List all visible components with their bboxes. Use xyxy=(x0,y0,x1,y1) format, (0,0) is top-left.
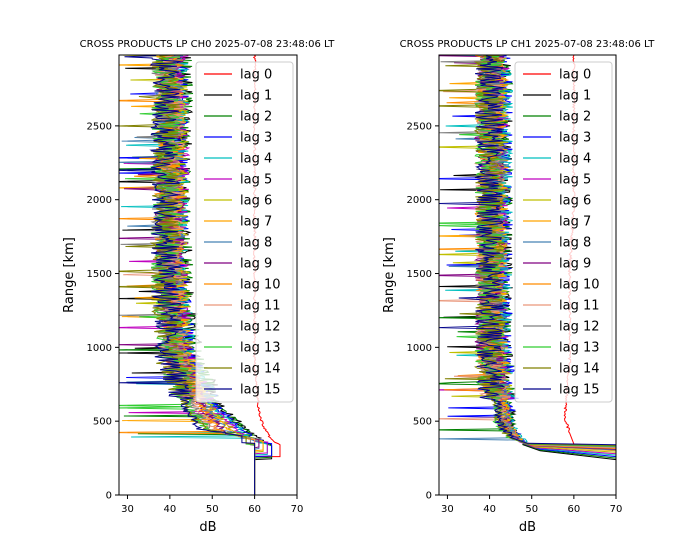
legend-label: lag 8 xyxy=(559,236,591,251)
legend-label: lag 5 xyxy=(240,173,272,188)
legend-label: lag 0 xyxy=(559,68,591,83)
legend-label: lag 0 xyxy=(240,68,272,83)
y-tick-label: 1000 xyxy=(407,343,432,354)
legend-label: lag 15 xyxy=(559,383,600,398)
y-axis-label: Range [km] xyxy=(62,237,77,313)
legend-label: lag 6 xyxy=(240,194,272,209)
y-tick-label: 2500 xyxy=(407,121,432,132)
y-tick-label: 1500 xyxy=(407,269,432,280)
x-axis-label: dB xyxy=(519,520,536,535)
y-tick-label: 2500 xyxy=(87,121,112,132)
legend-label: lag 12 xyxy=(240,320,281,335)
legend-label: lag 4 xyxy=(240,152,272,167)
legend-label: lag 2 xyxy=(240,110,272,125)
legend-label: lag 5 xyxy=(559,173,591,188)
y-tick-label: 2000 xyxy=(407,195,432,206)
x-tick-label: 50 xyxy=(525,504,538,515)
legend-label: lag 7 xyxy=(240,215,272,230)
x-tick-label: 60 xyxy=(567,504,580,515)
legend-label: lag 7 xyxy=(559,215,591,230)
y-axis-label: Range [km] xyxy=(382,237,397,313)
legend: lag 0 lag 1 lag 2 lag 3 lag 4 lag 5 lag 6 lag 7… xyxy=(195,61,294,403)
chart-title: CROSS PRODUCTS LP CH0 2025-07-08 23:48:0… xyxy=(80,39,336,50)
legend-label: lag 11 xyxy=(559,299,600,314)
x-tick-label: 70 xyxy=(610,504,623,515)
axes-frame xyxy=(118,54,298,496)
y-tick-label: 500 xyxy=(93,417,112,428)
x-tick-label: 60 xyxy=(248,504,261,515)
legend-label: lag 14 xyxy=(240,362,281,377)
chart-title: CROSS PRODUCTS LP CH1 2025-07-08 23:48:0… xyxy=(400,39,656,50)
x-tick-label: 40 xyxy=(483,504,496,515)
legend: lag 0 lag 1 lag 2 lag 3 lag 4 lag 5 lag 6 lag 7… xyxy=(514,61,613,403)
legend-label: lag 1 xyxy=(240,89,272,104)
series-group xyxy=(439,55,616,495)
legend-label: lag 11 xyxy=(240,299,281,314)
y-tick-label: 0 xyxy=(426,491,432,502)
legend-label: lag 4 xyxy=(559,152,591,167)
legend-label: lag 14 xyxy=(559,362,600,377)
x-axis-label: dB xyxy=(199,520,216,535)
legend-label: lag 15 xyxy=(240,383,281,398)
legend-label: lag 1 xyxy=(559,89,591,104)
legend-box xyxy=(514,61,613,403)
y-tick-label: 500 xyxy=(413,417,432,428)
legend-label: lag 13 xyxy=(559,341,600,356)
x-tick-label: 30 xyxy=(121,504,134,515)
series-line-lag-14 xyxy=(439,55,616,495)
y-tick-label: 2000 xyxy=(87,195,112,206)
x-tick-label: 30 xyxy=(441,504,454,515)
series-line-lag-15 xyxy=(119,55,256,495)
chart-panel-0: CROSS PRODUCTS LP CH0 2025-07-08 23:48:0… xyxy=(62,39,335,535)
series-line-lag-15 xyxy=(439,55,616,495)
chart-panel-1: CROSS PRODUCTS LP CH1 2025-07-08 23:48:0… xyxy=(382,39,655,535)
y-tick-label: 1000 xyxy=(87,343,112,354)
legend-label: lag 12 xyxy=(559,320,600,335)
legend-label: lag 10 xyxy=(559,278,600,293)
legend-label: lag 8 xyxy=(240,236,272,251)
legend-label: lag 9 xyxy=(240,257,272,272)
legend-label: lag 13 xyxy=(240,341,281,356)
legend-label: lag 6 xyxy=(559,194,591,209)
y-tick-label: 1500 xyxy=(87,269,112,280)
y-tick-label: 0 xyxy=(106,491,112,502)
legend-label: lag 3 xyxy=(559,131,591,146)
legend-label: lag 10 xyxy=(240,278,281,293)
legend-label: lag 2 xyxy=(559,110,591,125)
x-tick-label: 70 xyxy=(291,504,304,515)
legend-label: lag 9 xyxy=(559,257,591,272)
x-tick-label: 40 xyxy=(163,504,176,515)
legend-label: lag 3 xyxy=(240,131,272,146)
x-tick-label: 50 xyxy=(206,504,219,515)
legend-box xyxy=(195,61,294,403)
axes-frame xyxy=(438,54,617,496)
